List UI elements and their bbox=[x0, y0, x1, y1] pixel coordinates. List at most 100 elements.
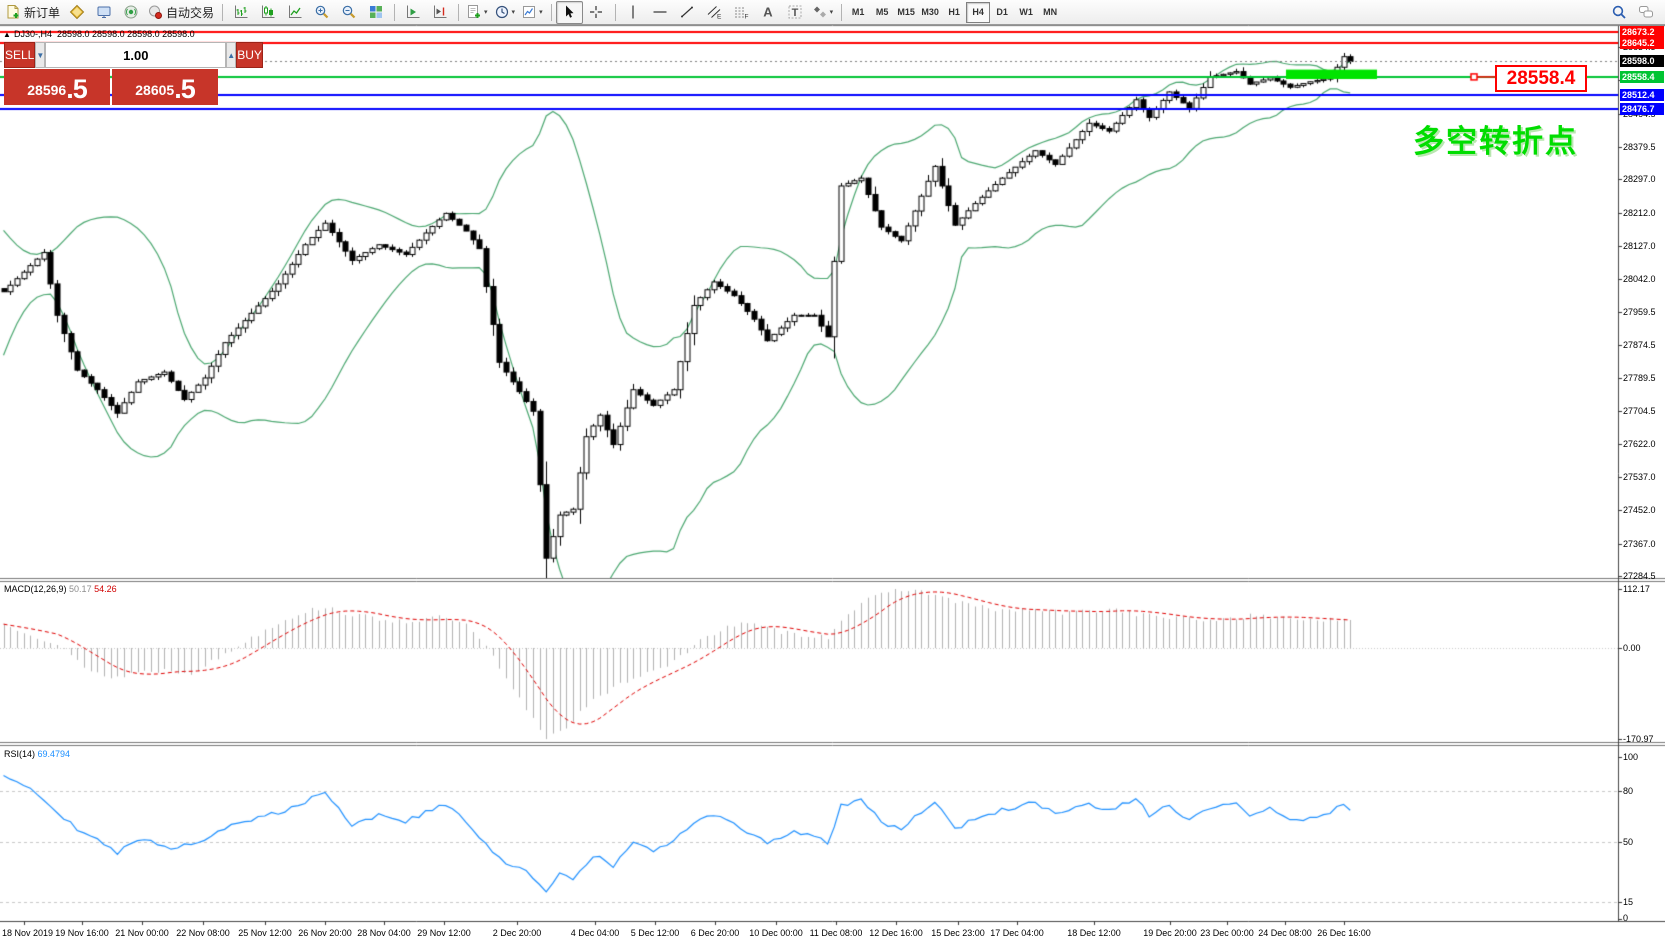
time-axis-label: 28 Nov 04:00 bbox=[357, 928, 411, 938]
hline-price-label: 28673.2 bbox=[1620, 25, 1664, 38]
time-axis-label: 26 Dec 16:00 bbox=[1317, 928, 1371, 938]
text-label-button[interactable]: T bbox=[782, 1, 809, 24]
volume-decrease-button[interactable]: ▼ bbox=[35, 42, 46, 68]
new-order-button[interactable]: 新订单 bbox=[2, 1, 63, 24]
volume-input[interactable] bbox=[45, 42, 227, 68]
time-axis-label: 18 Nov 2019 bbox=[2, 928, 54, 938]
shapes-button[interactable]: ▾ bbox=[809, 1, 837, 24]
macd-axis-tick: 112.17 bbox=[1623, 583, 1650, 594]
auto-scroll-button[interactable] bbox=[399, 1, 426, 24]
equidistant-channel-icon: E bbox=[707, 6, 722, 20]
autotrading-label: 自动交易 bbox=[166, 5, 215, 20]
indicators-dropdown-icon[interactable]: ▾ bbox=[484, 9, 488, 16]
volume-increase-button[interactable]: ▲ bbox=[226, 42, 237, 68]
chart-shift-button[interactable] bbox=[426, 1, 453, 24]
navigator-button[interactable] bbox=[117, 1, 144, 24]
autotrading-button[interactable]: 自动交易 bbox=[144, 1, 217, 24]
fibonacci-button[interactable]: F bbox=[728, 1, 755, 24]
horizontal-line-button[interactable] bbox=[647, 1, 674, 24]
tile-windows-icon bbox=[369, 6, 382, 18]
price-axis-tick: 27789.5 bbox=[1623, 373, 1656, 384]
crosshair-button[interactable] bbox=[583, 1, 610, 24]
time-axis-label: 5 Dec 12:00 bbox=[630, 928, 680, 938]
timeframe-h1[interactable]: H1 bbox=[948, 7, 960, 17]
timeframe-m30[interactable]: M30 bbox=[921, 7, 939, 17]
time-axis-label: 11 Dec 08:00 bbox=[809, 928, 863, 938]
periods-button[interactable]: ▾ bbox=[491, 1, 519, 24]
time-axis-label: 6 Dec 20:00 bbox=[690, 928, 740, 938]
price-axis-tick: 27284.5 bbox=[1623, 571, 1656, 581]
toolbar: 新订单 自动交易 ▾ ▾ ▾ E F A T ▾ M1 M5 M15 M30 H1 H4 D1 W1 MN bbox=[0, 0, 1665, 25]
timeframe-d1[interactable]: D1 bbox=[996, 7, 1008, 17]
timeframe-m1[interactable]: M1 bbox=[851, 7, 865, 17]
vertical-line-icon bbox=[632, 5, 634, 19]
buy-button[interactable]: BUY bbox=[236, 42, 263, 68]
fibonacci-icon: F bbox=[735, 7, 749, 20]
price-tag-box[interactable]: 28558.4 bbox=[1495, 65, 1587, 92]
sell-price[interactable]: 28596 .5 bbox=[4, 69, 110, 105]
time-axis-label: 23 Dec 00:00 bbox=[1200, 928, 1254, 938]
auto-scroll-icon bbox=[406, 5, 420, 18]
rsi-axis-tick: 100 bbox=[1623, 752, 1639, 762]
vertical-line-button[interactable] bbox=[620, 1, 647, 24]
text-label-icon: T bbox=[788, 5, 802, 19]
zoom-in-button[interactable] bbox=[308, 1, 335, 24]
timeframe-w1[interactable]: W1 bbox=[1019, 7, 1033, 17]
toolbar-separator bbox=[614, 3, 616, 21]
horizontal-line-icon bbox=[653, 11, 667, 13]
shapes-dropdown-icon[interactable]: ▾ bbox=[829, 9, 834, 16]
text-button[interactable]: A bbox=[755, 1, 782, 24]
chart-window-button[interactable] bbox=[90, 1, 117, 24]
price-axis-tick: 27959.5 bbox=[1623, 306, 1656, 317]
cursor-button[interactable] bbox=[555, 0, 583, 24]
zoom-out-button[interactable] bbox=[335, 1, 362, 24]
chat-button[interactable] bbox=[1632, 1, 1659, 24]
buy-price-fraction: .5 bbox=[174, 74, 196, 104]
hline-price-label: 28645.2 bbox=[1620, 36, 1664, 49]
timeframe-m5[interactable]: M5 bbox=[875, 7, 889, 17]
bar-chart-button[interactable] bbox=[227, 1, 254, 24]
line-chart-button[interactable] bbox=[281, 1, 308, 24]
chart-text-annotation[interactable]: 多空转折点 bbox=[1413, 124, 1578, 159]
toolbar-separator bbox=[841, 3, 843, 21]
price-axis-tick: 27537.0 bbox=[1623, 472, 1656, 483]
periods-dropdown-icon[interactable]: ▾ bbox=[511, 9, 516, 16]
timeframe-mn[interactable]: MN bbox=[1043, 7, 1058, 17]
macd-value: 50.17 bbox=[69, 584, 92, 594]
rsi-axis-tick: 80 bbox=[1623, 786, 1634, 796]
price-axis-tick: 27622.0 bbox=[1623, 438, 1656, 449]
indicators-button[interactable]: ▾ bbox=[463, 1, 491, 24]
search-icon bbox=[1612, 5, 1626, 19]
symbols-button[interactable] bbox=[63, 1, 90, 24]
candlestick-chart-button[interactable] bbox=[254, 1, 281, 24]
toolbar-separator bbox=[394, 3, 396, 21]
time-axis-label: 24 Dec 08:00 bbox=[1258, 928, 1312, 938]
hline-price-label: 28512.4 bbox=[1620, 88, 1664, 101]
trade-panel-toggle-icon[interactable]: ▲ bbox=[3, 30, 11, 39]
toolbar-separator bbox=[222, 3, 224, 21]
rsi-axis-tick: 0 bbox=[1623, 913, 1629, 923]
navigator-icon bbox=[124, 5, 138, 19]
sell-button[interactable]: SELL bbox=[4, 42, 36, 68]
trendline-button[interactable] bbox=[674, 1, 701, 24]
timeframe-h4[interactable]: H4 bbox=[966, 1, 991, 23]
toolbar-separator bbox=[458, 3, 460, 21]
equidistant-channel-button[interactable]: E bbox=[701, 1, 728, 24]
tile-windows-button[interactable] bbox=[362, 1, 389, 24]
svg-text:T: T bbox=[792, 7, 799, 19]
time-axis-label: 29 Nov 12:00 bbox=[417, 928, 471, 938]
buy-price[interactable]: 28605 .5 bbox=[112, 69, 218, 105]
time-axis-label: 15 Dec 23:00 bbox=[931, 928, 985, 938]
sell-price-main: 28596 bbox=[27, 82, 67, 98]
templates-button[interactable]: ▾ bbox=[518, 1, 546, 24]
templates-dropdown-icon[interactable]: ▾ bbox=[539, 9, 543, 16]
search-button[interactable] bbox=[1605, 1, 1632, 24]
price-axis-tick: 27874.5 bbox=[1623, 339, 1656, 350]
macd-axis-tick: -170.97 bbox=[1623, 733, 1654, 744]
price-axis-tick: 27452.0 bbox=[1623, 505, 1656, 516]
timeframe-m15[interactable]: M15 bbox=[897, 7, 915, 17]
new-order-label: 新订单 bbox=[24, 5, 61, 20]
price-axis-tick: 28297.0 bbox=[1623, 174, 1656, 185]
